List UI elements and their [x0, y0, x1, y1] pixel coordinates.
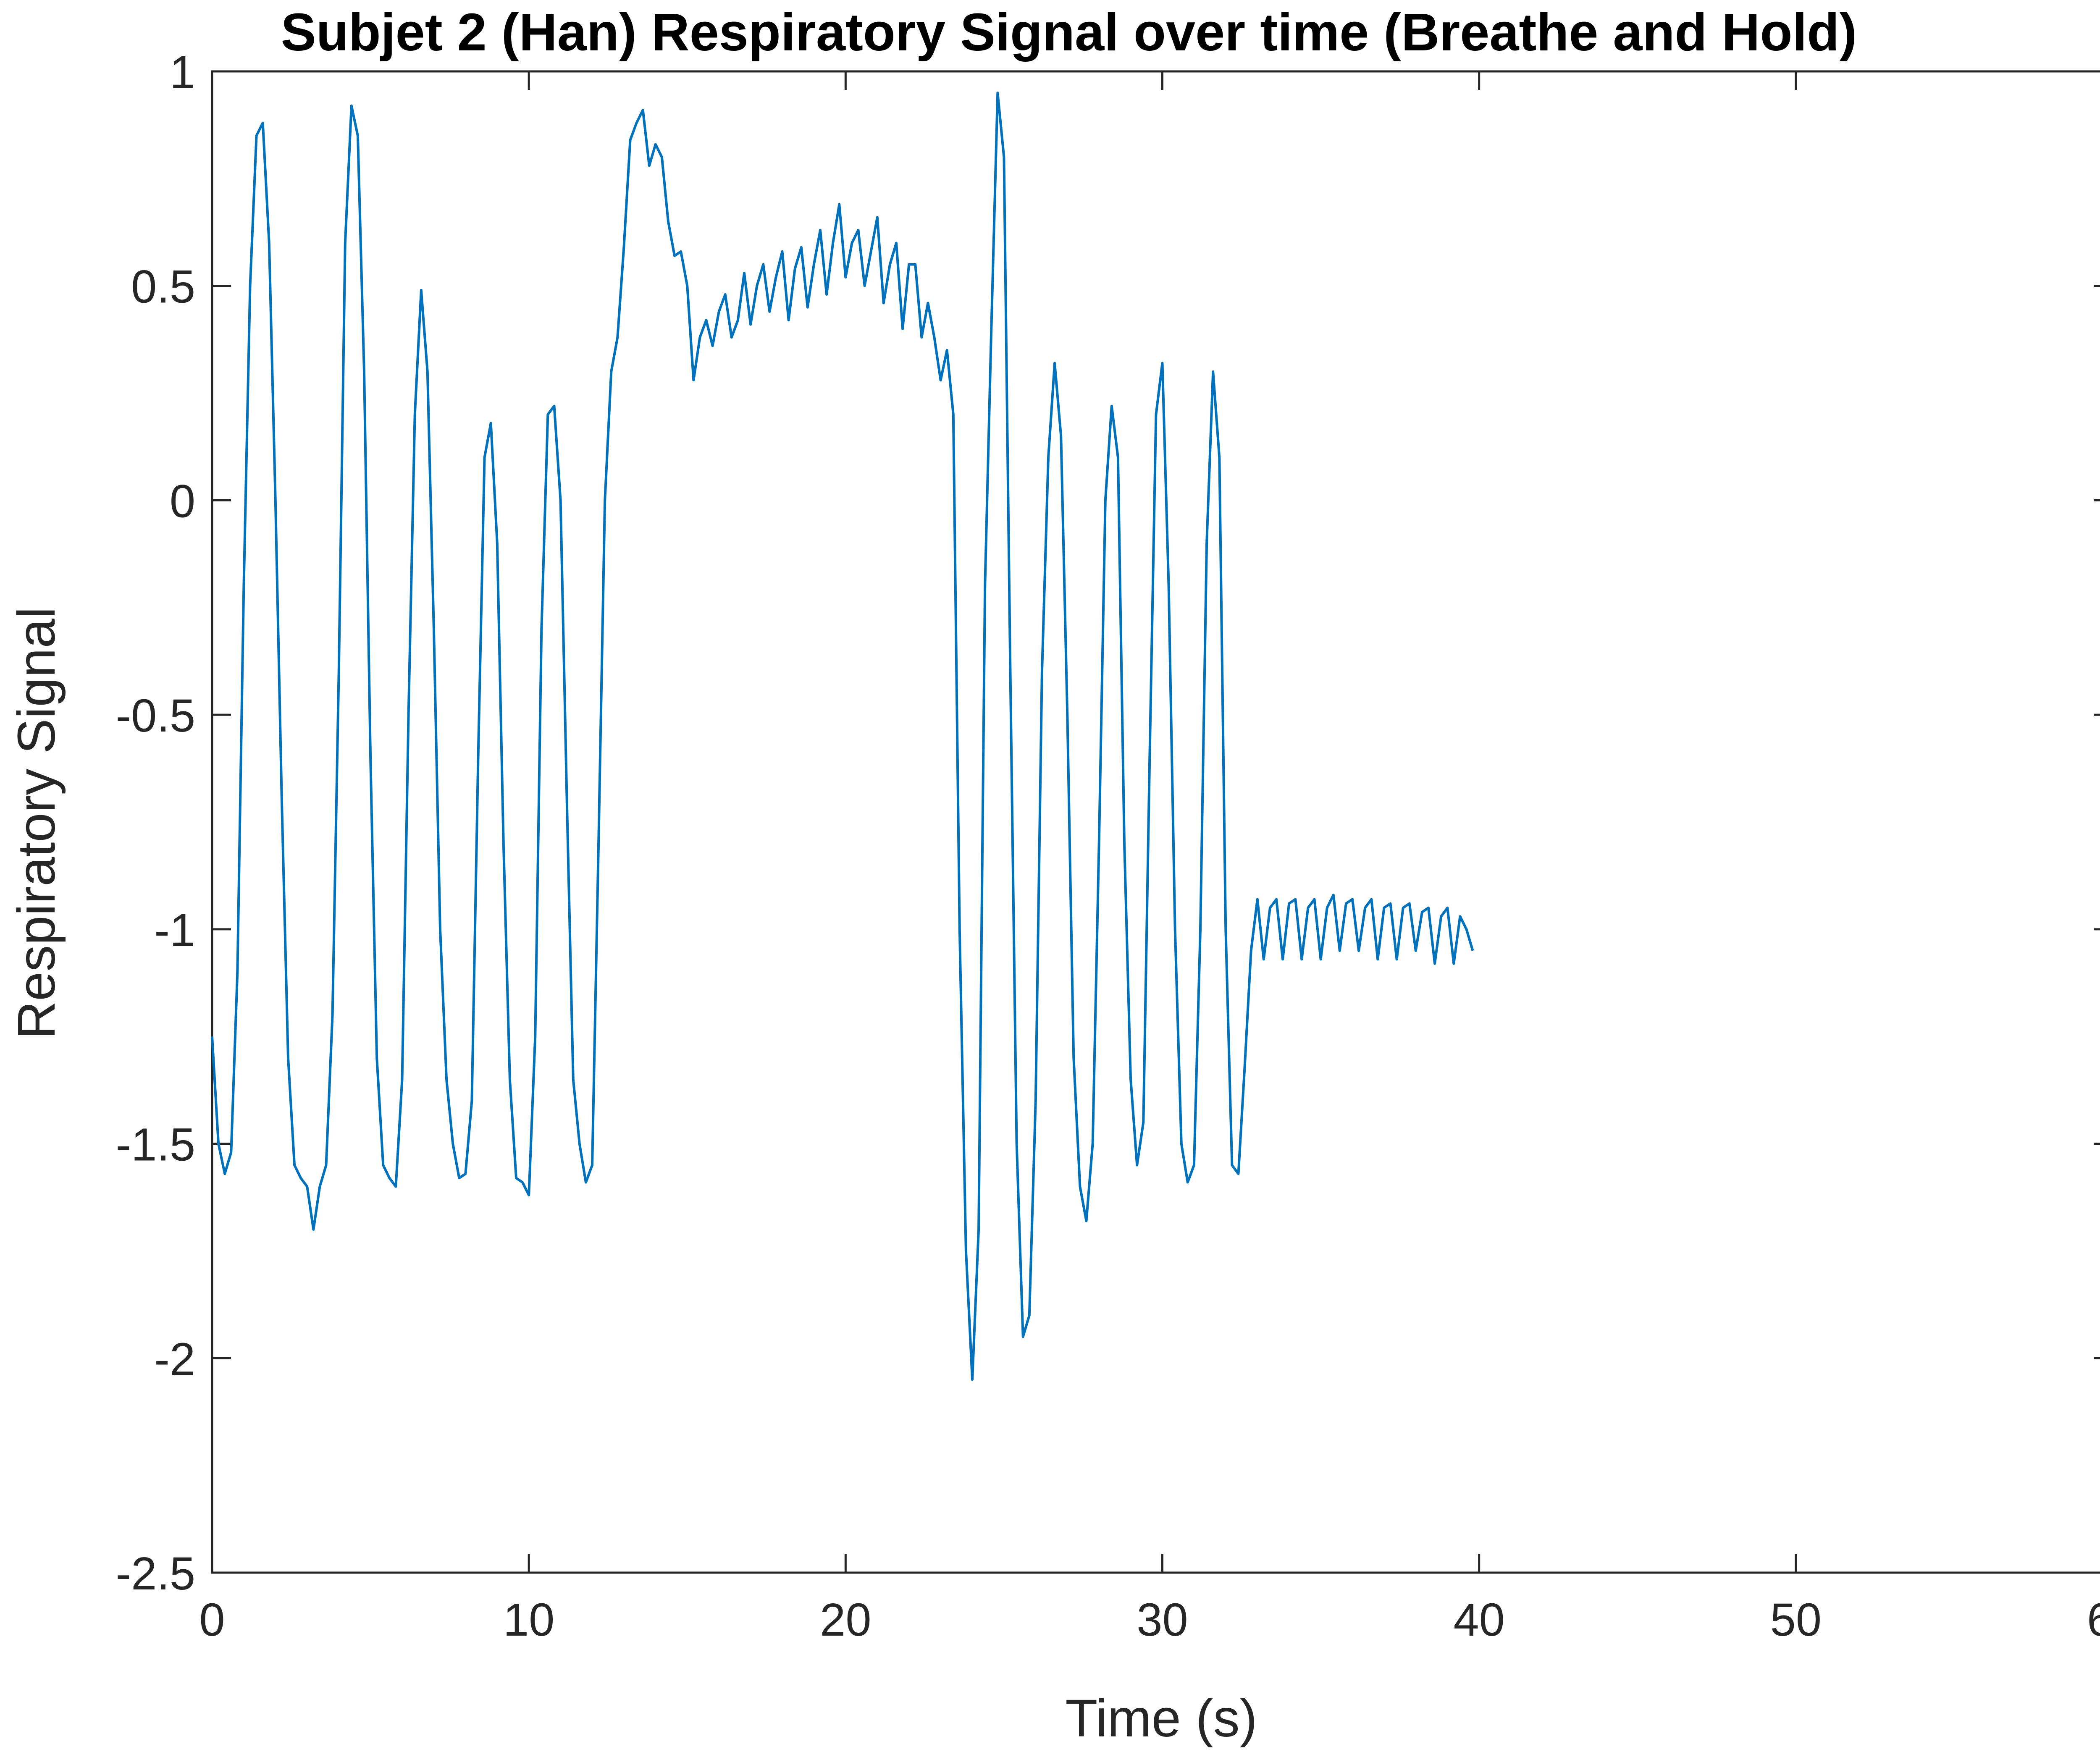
y-tick-label: -1 [154, 905, 195, 956]
chart-title: Subjet 2 (Han) Respiratory Signal over t… [281, 3, 1857, 62]
x-tick-label: 30 [1137, 1594, 1188, 1646]
y-tick-label: 0.5 [131, 261, 195, 313]
x-tick-label: 50 [1770, 1594, 1822, 1646]
x-tick-label: 10 [503, 1594, 554, 1646]
x-axis-label: Time (s) [1065, 1689, 1257, 1748]
y-tick-label: 1 [170, 47, 195, 98]
x-tick-labels: 0 10 20 30 40 50 60 [199, 1594, 2100, 1646]
x-tick-label: 0 [199, 1594, 225, 1646]
y-tick-label: 0 [170, 475, 195, 527]
y-tick-label: -0.5 [116, 690, 195, 742]
axis-ticks [211, 70, 2100, 1574]
x-tick-label: 40 [1453, 1594, 1504, 1646]
series-line-respiratory-signal [211, 92, 1474, 1381]
y-tick-label: -2.5 [116, 1548, 195, 1600]
x-tick-label: 60 [2087, 1594, 2100, 1646]
x-tick-label: 20 [820, 1594, 871, 1646]
plot-area [211, 70, 2100, 1574]
y-tick-label: -1.5 [116, 1119, 195, 1171]
y-axis-label: Respiratory Signal [7, 607, 66, 1039]
y-tick-labels: -2.5 -2 -1.5 -1 -0.5 0 0.5 1 [116, 47, 195, 1600]
y-tick-label: -2 [154, 1333, 195, 1385]
